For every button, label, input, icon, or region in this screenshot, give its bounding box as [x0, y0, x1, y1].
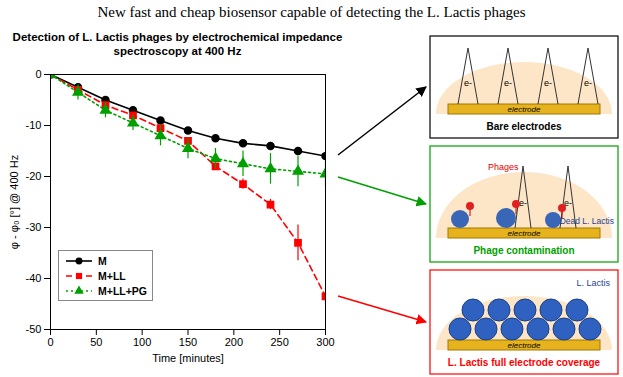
html-text:New fast and cheap biosensor c: New fast and cheap biosensor capable of …: [97, 4, 526, 20]
svg-text:Phage contamination: Phage contamination: [473, 245, 574, 256]
svg-text:-20: -20: [26, 170, 42, 182]
svg-text:-30: -30: [26, 221, 42, 233]
svg-text:300: 300: [316, 336, 334, 348]
svg-text:Bare electrodes: Bare electrodes: [486, 121, 561, 132]
svg-text:e-: e-: [544, 78, 552, 88]
svg-text:-40: -40: [26, 272, 42, 284]
svg-text:Phages: Phages: [488, 162, 519, 172]
html-text:M+LL+PG: M+LL+PG: [98, 284, 147, 297]
svg-text:100: 100: [133, 336, 151, 348]
html-text:M+LL: M+LL: [98, 269, 126, 282]
svg-text:50: 50: [90, 336, 102, 348]
svg-text:0: 0: [47, 336, 53, 348]
svg-text:e-: e-: [464, 78, 472, 88]
svg-text:150: 150: [179, 336, 197, 348]
svg-text:e-: e-: [564, 198, 572, 208]
svg-text:electrode: electrode: [508, 229, 541, 238]
svg-text:-10: -10: [26, 119, 42, 131]
svg-text:Time [minutes]: Time [minutes]: [152, 352, 224, 364]
svg-text:200: 200: [225, 336, 243, 348]
svg-text:L. Lactis full electrode cover: L. Lactis full electrode coverage: [448, 357, 601, 368]
svg-text:e-: e-: [519, 198, 527, 208]
html-text:Detection of L. Lactis phages: Detection of L. Lactis phages by electro…: [12, 31, 343, 57]
svg-text:electrode: electrode: [508, 341, 541, 350]
svg-text:250: 250: [270, 336, 288, 348]
svg-text:0: 0: [35, 68, 41, 80]
svg-text:φ - φ₀ [°] @ 400 Hz: φ - φ₀ [°] @ 400 Hz: [8, 155, 20, 249]
svg-text:Dead L. Lactis: Dead L. Lactis: [560, 216, 614, 226]
html-text:M: M: [98, 254, 107, 267]
svg-text:e-: e-: [584, 78, 592, 88]
svg-text:e-: e-: [504, 78, 512, 88]
svg-text:electrode: electrode: [508, 105, 541, 114]
svg-text:L. Lactis: L. Lactis: [576, 278, 610, 288]
svg-text:-50: -50: [26, 323, 42, 335]
